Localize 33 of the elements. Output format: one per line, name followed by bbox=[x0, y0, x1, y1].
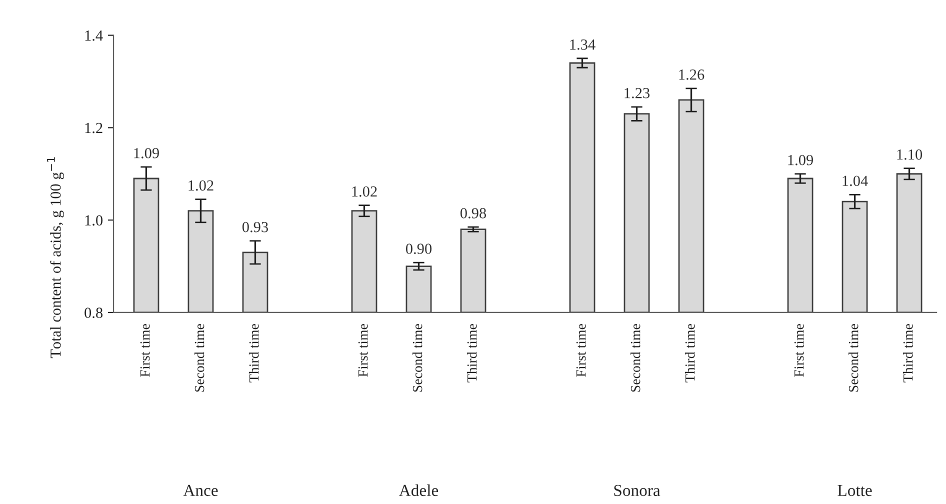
data-label: 1.02 bbox=[188, 180, 214, 191]
x-tick-label: Second time bbox=[630, 324, 640, 392]
data-label: 1.09 bbox=[788, 154, 814, 166]
text: Sonora bbox=[614, 484, 660, 496]
y-tick-label: 1.4 bbox=[85, 30, 103, 41]
x-tick-label: First time bbox=[576, 324, 586, 377]
x-tick-label: Second time bbox=[194, 324, 204, 392]
y-tick-label: 1.0 bbox=[85, 215, 103, 226]
data-label: 1.10 bbox=[897, 149, 922, 160]
data-label: 1.09 bbox=[134, 148, 159, 158]
x-tick-label: Third time bbox=[684, 324, 695, 382]
data-label: 0.90 bbox=[406, 244, 432, 254]
x-tick-label: Third time bbox=[466, 324, 477, 382]
y-tick-label: 0.8 bbox=[84, 308, 103, 318]
data-label: 1.34 bbox=[570, 39, 596, 50]
x-tick-label: First time bbox=[794, 324, 804, 377]
text: Ance bbox=[183, 484, 218, 496]
y-tick-label: 1.2 bbox=[85, 122, 102, 134]
x-tick-label: Third time bbox=[248, 324, 259, 382]
x-tick-label: Second time bbox=[848, 324, 858, 392]
data-label: 0.93 bbox=[242, 222, 268, 232]
data-label: 0.98 bbox=[460, 208, 486, 218]
text: Lotte bbox=[838, 484, 872, 496]
y-axis-title: Total content of acids, g 100 g$^{−1}$ bbox=[47, 157, 64, 358]
x-tick-label: First time bbox=[358, 324, 368, 377]
data-label: 1.02 bbox=[352, 186, 377, 197]
data-label: 1.04 bbox=[842, 176, 868, 186]
x-tick-label: Third time bbox=[902, 324, 913, 382]
data-label: 1.23 bbox=[624, 88, 650, 98]
text: Adele bbox=[399, 484, 438, 496]
x-tick-label: First time bbox=[140, 324, 150, 377]
data-label: 1.26 bbox=[679, 69, 704, 80]
x-tick-label: Second time bbox=[412, 324, 422, 392]
